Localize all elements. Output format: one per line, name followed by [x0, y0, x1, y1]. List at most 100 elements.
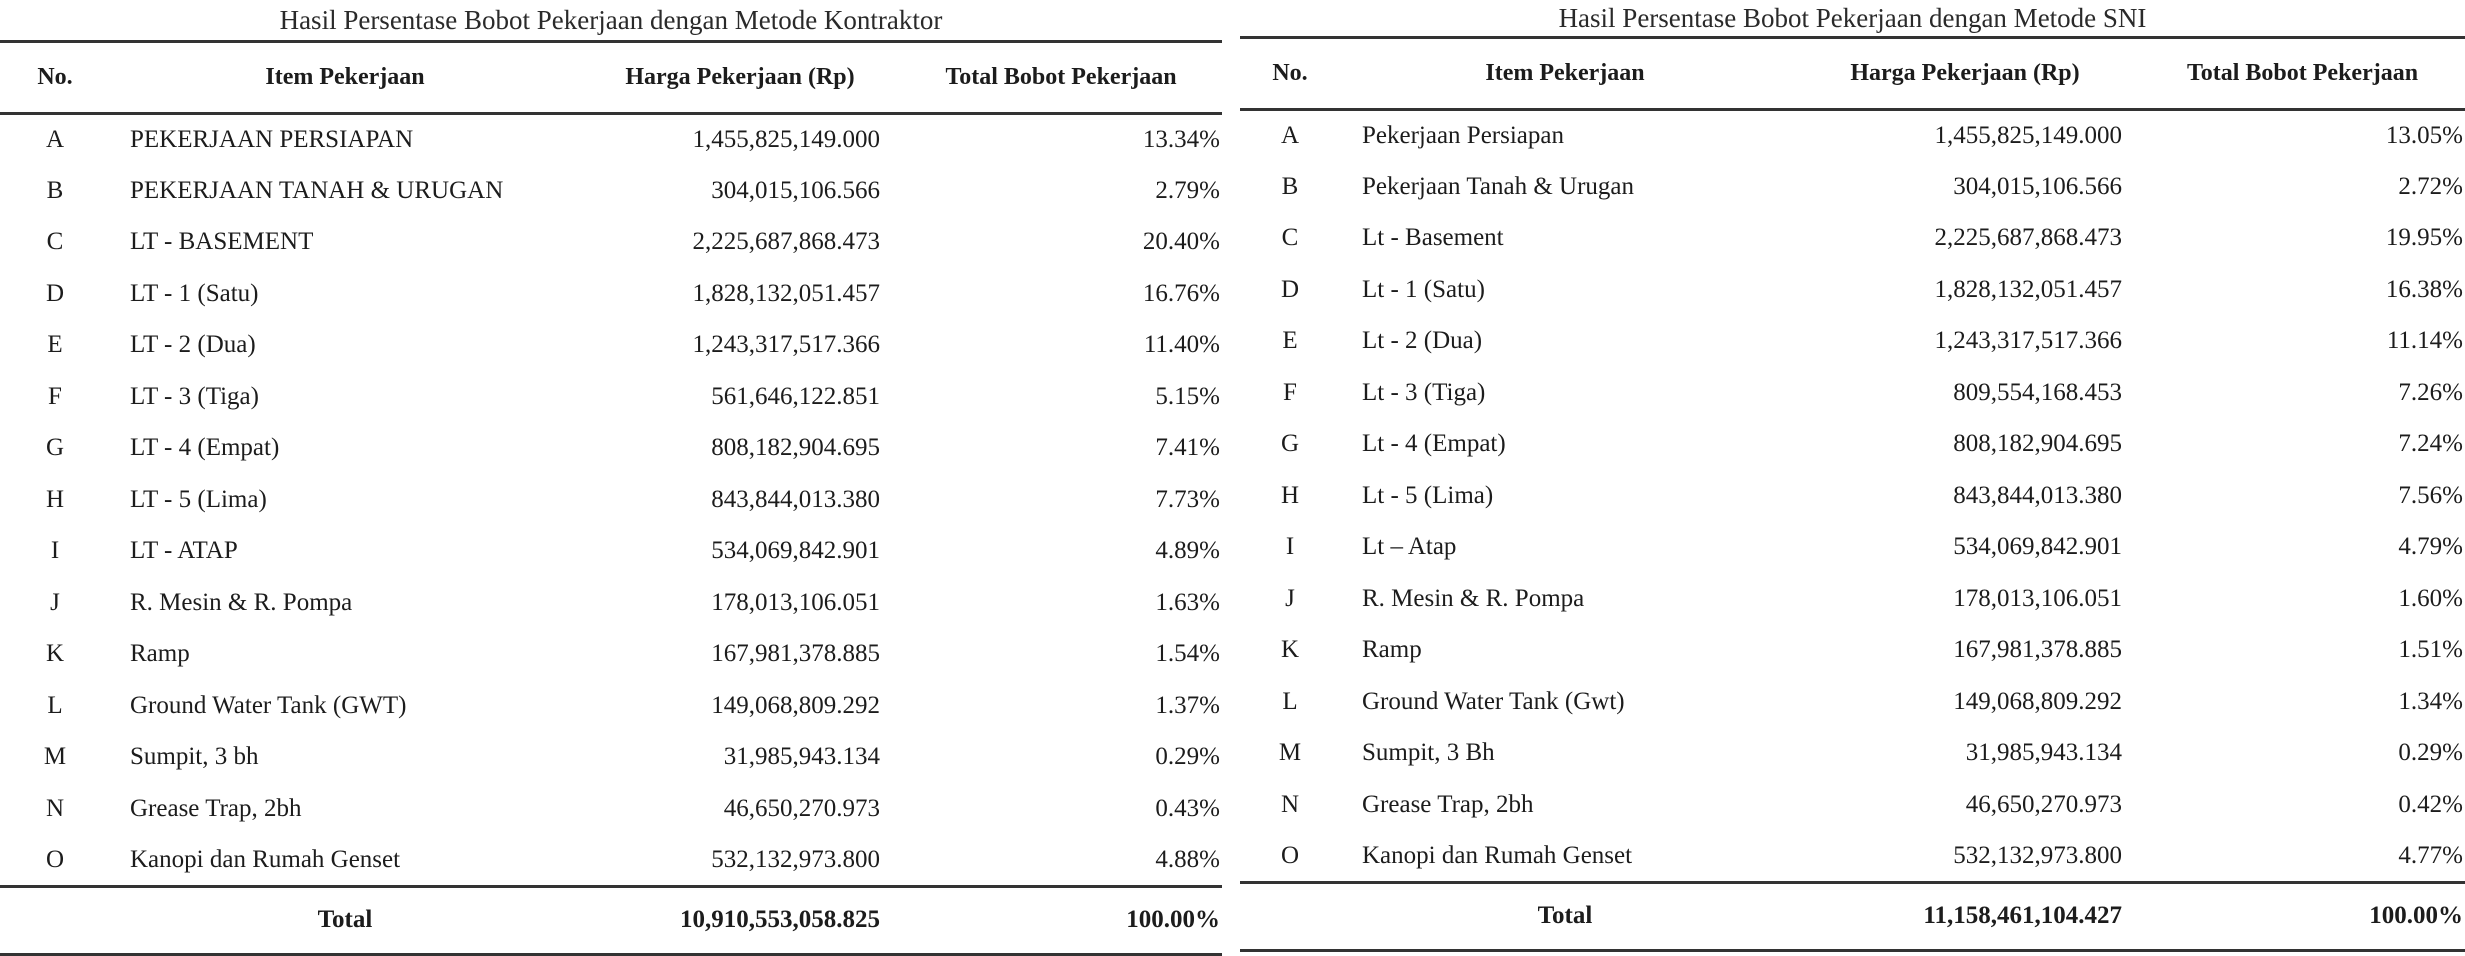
table-row: C LT - BASEMENT 2,225,687,868.473 20.40% [0, 217, 1222, 269]
table-row: G LT - 4 (Empat) 808,182,904.695 7.41% [0, 423, 1222, 475]
row-no: E [1282, 327, 1298, 355]
row-no: J [1285, 584, 1295, 612]
sni-table: No. Item Pekerjaan Harga Pekerjaan (Rp) … [1240, 36, 2465, 952]
row-item: LT - 4 (Empat) [130, 434, 280, 462]
row-no: J [50, 588, 60, 616]
table-row: A Pekerjaan Persiapan 1,455,825,149.000 13.… [1240, 110, 2465, 162]
header-no: No. [0, 40, 110, 115]
row-bobot: 0.43% [1155, 794, 1220, 822]
row-bobot: 4.77% [2398, 841, 2463, 869]
row-harga: 304,015,106.566 [711, 176, 880, 204]
row-no: D [1280, 275, 1300, 303]
row-item: Grease Trap, 2bh [1362, 790, 1534, 818]
table-row: J R. Mesin & R. Pompa 178,013,106.051 1.60% [1240, 573, 2465, 625]
row-bobot: 0.42% [2398, 790, 2463, 818]
table-row: O Kanopi dan Rumah Genset 532,132,973.800 4… [0, 835, 1222, 887]
row-item: Sumpit, 3 Bh [1362, 739, 1495, 767]
row-item: R. Mesin & R. Pompa [130, 588, 353, 616]
table-row: M Sumpit, 3 bh 31,985,943.134 0.29% [0, 732, 1222, 784]
row-bobot: 2.79% [1155, 176, 1220, 204]
table-row: F LT - 3 (Tiga) 561,646,122.851 5.15% [0, 371, 1222, 423]
table-row: K Ramp 167,981,378.885 1.54% [0, 629, 1222, 681]
total-no-cell [0, 884, 110, 956]
row-harga: 532,132,973.800 [711, 845, 880, 873]
table-row: D Lt - 1 (Satu) 1,828,132,051.457 16.38% [1240, 264, 2465, 316]
row-item: Lt - 2 (Dua) [1362, 327, 1483, 355]
row-harga: 2,225,687,868.473 [692, 228, 881, 256]
row-harga: 808,182,904.695 [711, 434, 880, 462]
table-row: M Sumpit, 3 Bh 31,985,943.134 0.29% [1240, 728, 2465, 780]
row-no: N [45, 794, 65, 822]
row-harga: 843,844,013.380 [1953, 481, 2122, 509]
row-harga: 1,455,825,149.000 [692, 126, 881, 153]
row-bobot: 4.88% [1155, 845, 1220, 873]
row-bobot: 5.15% [1155, 382, 1220, 410]
row-harga: 808,182,904.695 [1953, 430, 2122, 458]
table-row: B Pekerjaan Tanah & Urugan 304,015,106.566… [1240, 161, 2465, 213]
kontraktor-panel: Hasil Persentase Bobot Pekerjaan dengan … [0, 0, 1222, 956]
total-row: Total 11,158,461,104.427 100.00% [1240, 880, 2465, 952]
row-no: O [1280, 841, 1300, 869]
total-no-cell [1240, 880, 1340, 952]
row-bobot: 7.24% [2398, 430, 2463, 458]
row-item: Lt - 4 (Empat) [1362, 430, 1506, 458]
row-bobot: 13.34% [1142, 126, 1220, 153]
row-harga: 561,646,122.851 [711, 382, 880, 410]
row-no: M [1278, 739, 1302, 767]
table-row: I LT - ATAP 534,069,842.901 4.89% [0, 526, 1222, 578]
total-label: Total [110, 884, 580, 956]
total-row: Total 10,910,553,058.825 100.00% [0, 884, 1222, 956]
row-harga: 167,981,378.885 [711, 640, 880, 668]
row-no: M [43, 743, 67, 771]
row-item: R. Mesin & R. Pompa [1362, 584, 1585, 612]
row-bobot: 1.37% [1155, 691, 1220, 719]
row-harga: 46,650,270.973 [1965, 790, 2122, 818]
row-item: LT - BASEMENT [130, 228, 314, 256]
table-row: H Lt - 5 (Lima) 843,844,013.380 7.56% [1240, 470, 2465, 522]
row-harga: 843,844,013.380 [711, 485, 880, 513]
row-harga: 149,068,809.292 [711, 691, 880, 719]
table-header-row: No. Item Pekerjaan Harga Pekerjaan (Rp) … [1240, 36, 2465, 111]
row-no: E [47, 331, 63, 359]
row-harga: 534,069,842.901 [1953, 533, 2122, 561]
table-row: B PEKERJAAN TANAH & URUGAN 304,015,106.566… [0, 165, 1222, 217]
row-bobot: 11.40% [1143, 331, 1220, 359]
row-no: K [1280, 636, 1300, 664]
header-item: Item Pekerjaan [110, 40, 580, 115]
row-bobot: 1.63% [1155, 588, 1220, 616]
row-harga: 1,243,317,517.366 [1934, 327, 2123, 355]
row-item: LT - 3 (Tiga) [130, 382, 259, 410]
row-harga: 46,650,270.973 [723, 794, 880, 822]
row-no: A [1280, 122, 1300, 149]
row-bobot: 1.34% [2398, 687, 2463, 715]
row-harga: 31,985,943.134 [1965, 739, 2122, 767]
row-harga: 1,243,317,517.366 [692, 331, 881, 359]
row-harga: 1,828,132,051.457 [692, 279, 881, 307]
row-no: B [1281, 172, 1299, 200]
row-bobot: 11.14% [2386, 327, 2463, 355]
row-bobot: 2.72% [2398, 172, 2463, 200]
row-item: Lt - Basement [1362, 224, 1504, 252]
row-no: F [48, 382, 62, 410]
row-item: Pekerjaan Persiapan [1362, 122, 1565, 149]
table-row: J R. Mesin & R. Pompa 178,013,106.051 1.63% [0, 577, 1222, 629]
table-row: A PEKERJAAN PERSIAPAN 1,455,825,149.000 13.… [0, 114, 1222, 166]
row-item: Ramp [1362, 636, 1422, 664]
kontraktor-table-title: Hasil Persentase Bobot Pekerjaan dengan … [279, 5, 943, 35]
row-no: I [1285, 533, 1295, 561]
row-bobot: 0.29% [2398, 739, 2463, 767]
row-harga: 167,981,378.885 [1953, 636, 2122, 664]
row-bobot: 1.51% [2398, 636, 2463, 664]
table-row: G Lt - 4 (Empat) 808,182,904.695 7.24% [1240, 419, 2465, 471]
row-bobot: 7.73% [1155, 485, 1220, 513]
row-item: Ground Water Tank (GWT) [130, 691, 407, 719]
row-item: LT - 2 (Dua) [130, 331, 256, 359]
row-harga: 1,828,132,051.457 [1934, 275, 2123, 303]
sni-panel: Hasil Persentase Bobot Pekerjaan dengan … [1240, 0, 2465, 952]
row-bobot: 0.29% [1155, 743, 1220, 771]
table-row: E Lt - 2 (Dua) 1,243,317,517.366 11.14% [1240, 316, 2465, 368]
total-bobot: 100.00% [2140, 880, 2465, 952]
table-row: H LT - 5 (Lima) 843,844,013.380 7.73% [0, 474, 1222, 526]
sni-table-title: Hasil Persentase Bobot Pekerjaan dengan … [1558, 3, 2147, 33]
row-harga: 178,013,106.051 [711, 588, 880, 616]
